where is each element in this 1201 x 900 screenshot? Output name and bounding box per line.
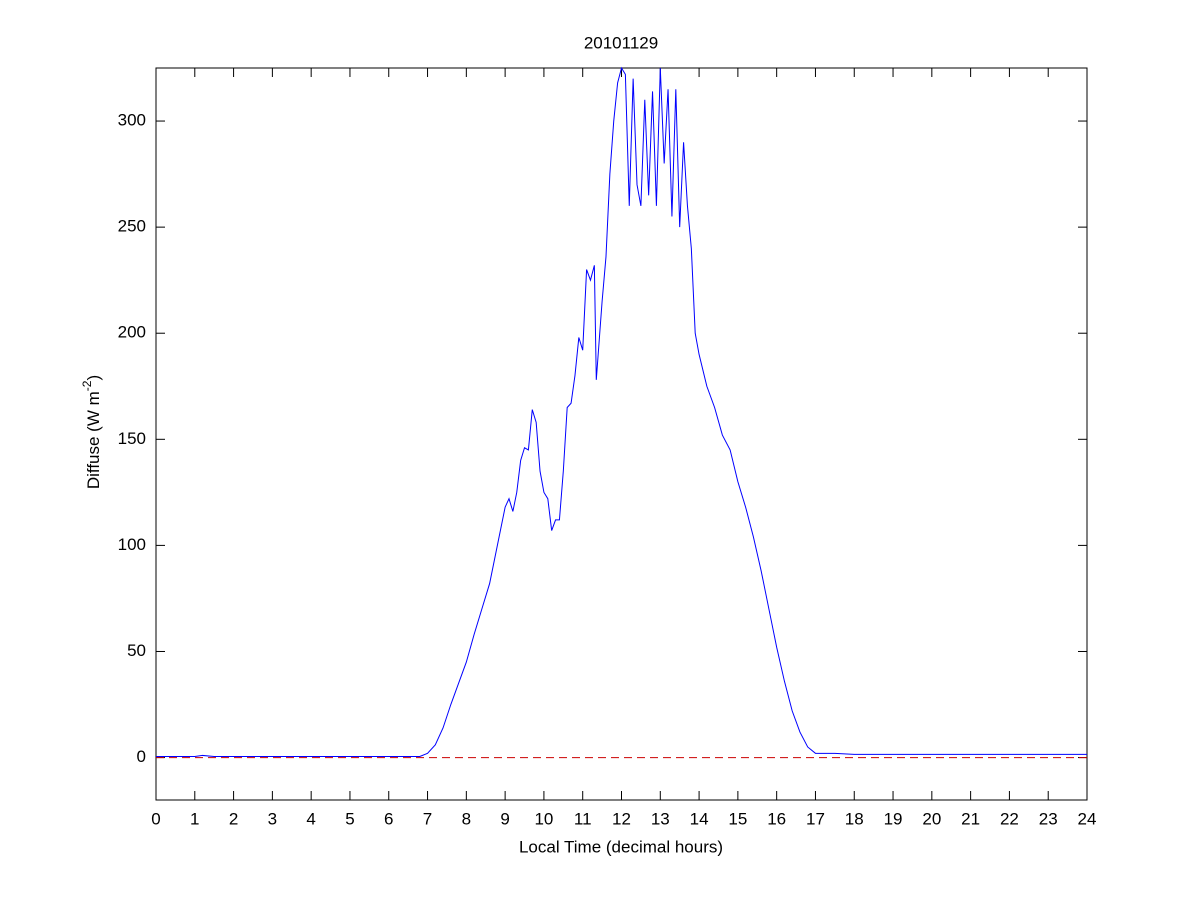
x-tick-label: 10	[534, 809, 553, 828]
y-axis-label: Diffuse (W m-2)	[80, 375, 103, 489]
x-tick-label: 8	[462, 809, 471, 828]
x-tick-label: 16	[767, 809, 786, 828]
x-axis-label: Local Time (decimal hours)	[519, 837, 723, 856]
x-tick-label: 23	[1039, 809, 1058, 828]
y-tick-label: 0	[137, 747, 146, 766]
y-tick-label: 300	[118, 111, 146, 130]
x-tick-label: 1	[190, 809, 199, 828]
y-tick-label: 50	[127, 641, 146, 660]
x-tick-label: 5	[345, 809, 354, 828]
x-tick-label: 4	[306, 809, 315, 828]
data-line	[156, 66, 1087, 757]
x-tick-label: 0	[151, 809, 160, 828]
x-tick-label: 18	[845, 809, 864, 828]
x-tick-label: 13	[651, 809, 670, 828]
plot-frame	[155, 67, 1088, 801]
x-tick-label: 6	[384, 809, 393, 828]
x-tick-label: 15	[728, 809, 747, 828]
x-tick-label: 22	[1000, 809, 1019, 828]
x-tick-label: 17	[806, 809, 825, 828]
y-tick-label: 150	[118, 429, 146, 448]
y-tick-label: 250	[118, 217, 146, 236]
x-tick-label: 12	[612, 809, 631, 828]
x-tick-label: 2	[229, 809, 238, 828]
x-tick-label: 14	[690, 809, 709, 828]
x-tick-label: 24	[1078, 809, 1097, 828]
x-tick-label: 7	[423, 809, 432, 828]
chart-title: 20101129	[584, 33, 658, 52]
x-tick-label: 21	[961, 809, 980, 828]
x-tick-label: 19	[884, 809, 903, 828]
y-axis-label-text: Diffuse (W m	[84, 391, 103, 489]
y-tick-label: 200	[118, 323, 146, 342]
y-tick-label: 100	[118, 535, 146, 554]
x-tick-label: 3	[268, 809, 277, 828]
y-axis-label-end: )	[84, 375, 103, 381]
x-tick-label: 11	[574, 809, 592, 828]
x-tick-label: 20	[922, 809, 941, 828]
y-axis-label-sup: -2	[80, 380, 94, 391]
x-tick-label: 9	[500, 809, 509, 828]
